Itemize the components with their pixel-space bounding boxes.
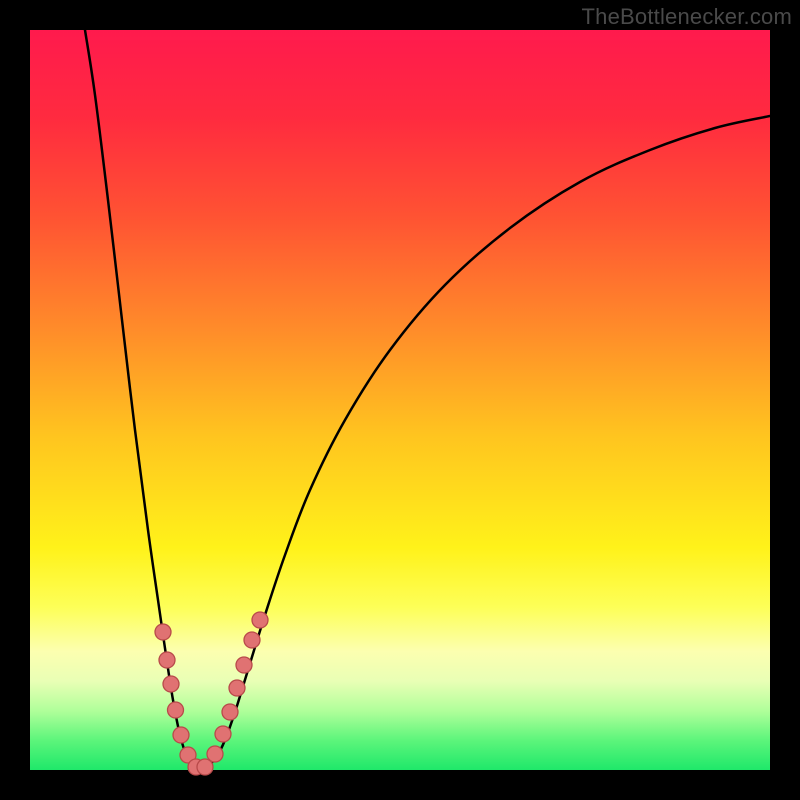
data-marker <box>163 676 179 692</box>
gradient-background <box>30 30 770 770</box>
data-marker <box>168 702 184 718</box>
watermark-text: TheBottlenecker.com <box>582 4 792 30</box>
data-marker <box>155 624 171 640</box>
data-marker <box>222 704 238 720</box>
data-marker <box>173 727 189 743</box>
chart-svg <box>0 0 800 800</box>
data-marker <box>236 657 252 673</box>
data-marker <box>215 726 231 742</box>
data-marker <box>229 680 245 696</box>
data-marker <box>244 632 260 648</box>
data-marker <box>252 612 268 628</box>
chart-container: TheBottlenecker.com <box>0 0 800 800</box>
data-marker <box>159 652 175 668</box>
data-marker <box>207 746 223 762</box>
